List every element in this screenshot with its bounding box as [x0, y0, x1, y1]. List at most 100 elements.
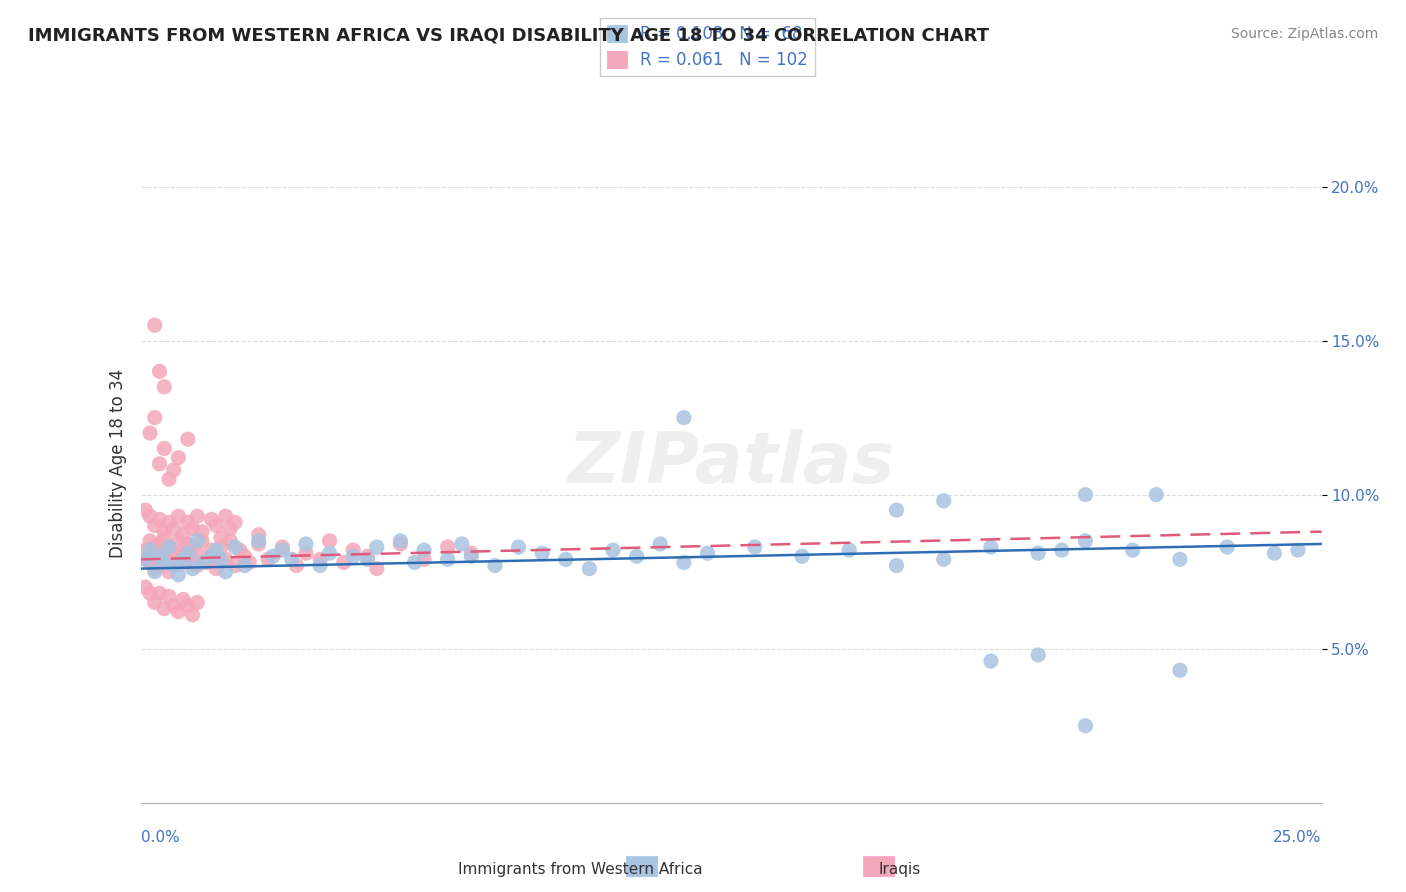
Point [177, 537, 200, 551]
Point [366, 561, 388, 575]
Point [672, 556, 695, 570]
Point [148, 364, 170, 378]
Point [186, 509, 208, 524]
Point [886, 558, 908, 573]
Point [172, 543, 194, 558]
Point [214, 552, 236, 566]
Point [157, 540, 180, 554]
Point [177, 556, 200, 570]
Point [271, 543, 294, 558]
Point [167, 605, 190, 619]
Legend: R = 0.103   N =  68, R = 0.061   N = 102: R = 0.103 N = 68, R = 0.061 N = 102 [600, 18, 814, 76]
Point [200, 543, 222, 558]
Point [134, 543, 156, 558]
Point [157, 540, 180, 554]
Point [281, 552, 304, 566]
Point [200, 549, 222, 564]
Point [484, 558, 506, 573]
Point [191, 524, 214, 539]
Point [195, 556, 218, 570]
Point [356, 549, 378, 564]
Point [214, 509, 236, 524]
Point [139, 509, 162, 524]
Point [181, 540, 204, 554]
Point [200, 512, 222, 526]
Point [167, 450, 190, 465]
Point [134, 503, 156, 517]
Bar [863, 856, 894, 876]
Text: ZIPatlas: ZIPatlas [568, 429, 894, 499]
Point [172, 592, 194, 607]
Point [356, 552, 378, 566]
Point [143, 565, 166, 579]
Point [163, 599, 186, 613]
Point [163, 558, 186, 573]
Point [980, 654, 1002, 668]
Point [1168, 552, 1191, 566]
Point [139, 556, 162, 570]
Point [224, 516, 246, 530]
Point [224, 540, 246, 554]
Point [342, 549, 364, 564]
Point [309, 558, 332, 573]
Point [143, 561, 166, 575]
Point [148, 558, 170, 573]
Point [262, 549, 284, 564]
Point [404, 556, 426, 570]
Point [1216, 540, 1239, 554]
Point [696, 546, 718, 560]
Point [342, 543, 364, 558]
Point [139, 543, 162, 558]
Point [148, 549, 170, 564]
Point [980, 540, 1002, 554]
Point [191, 533, 214, 548]
Point [181, 607, 204, 622]
Point [153, 543, 176, 558]
Point [177, 516, 200, 530]
Point [744, 540, 766, 554]
Point [219, 533, 242, 548]
Point [1122, 543, 1144, 558]
Point [389, 533, 412, 548]
Point [134, 552, 156, 566]
Point [205, 561, 228, 575]
Point [143, 518, 166, 533]
Point [191, 556, 214, 570]
Point [318, 546, 340, 560]
Point [181, 552, 204, 566]
Point [139, 549, 162, 564]
Point [318, 533, 340, 548]
Point [153, 531, 176, 545]
Bar [626, 856, 657, 876]
Point [200, 549, 222, 564]
Point [413, 543, 436, 558]
Point [790, 549, 813, 564]
Point [153, 524, 176, 539]
Point [148, 586, 170, 600]
Point [139, 533, 162, 548]
Point [460, 546, 482, 560]
Point [436, 540, 458, 554]
Point [233, 558, 256, 573]
Point [143, 410, 166, 425]
Text: Source: ZipAtlas.com: Source: ZipAtlas.com [1230, 27, 1378, 41]
Point [157, 556, 180, 570]
Point [186, 546, 208, 560]
Point [257, 552, 280, 566]
Text: 25.0%: 25.0% [1274, 830, 1322, 845]
Point [602, 543, 624, 558]
Point [143, 318, 166, 333]
Point [1263, 546, 1285, 560]
Point [332, 556, 354, 570]
Point [1050, 543, 1073, 558]
Point [229, 543, 252, 558]
Point [224, 558, 246, 573]
Point [450, 537, 472, 551]
Point [389, 537, 412, 551]
Point [1074, 719, 1097, 733]
Point [167, 509, 190, 524]
Point [247, 533, 270, 548]
Point [167, 558, 190, 573]
Point [205, 543, 228, 558]
Point [139, 425, 162, 440]
